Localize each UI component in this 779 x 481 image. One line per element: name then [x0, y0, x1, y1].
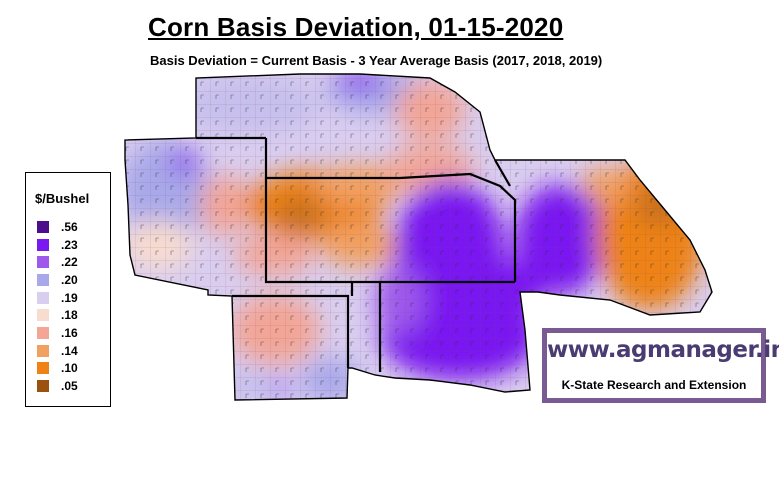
map-title: Corn Basis Deviation, 01-15-2020 [148, 12, 564, 42]
legend-label: .10 [61, 361, 78, 376]
legend-item: .10 [37, 360, 78, 378]
legend-swatch [37, 220, 49, 233]
legend-list: .56 .23 .22 .20 .19 .18 .16 .14 .10 .05 [37, 218, 78, 395]
agmanager-watermark: www.agmanager.info K-State Research and … [542, 328, 779, 403]
legend-item: .56 [37, 218, 78, 236]
legend-item: .20 [37, 271, 78, 289]
watermark-org: K-State Research and Extension [561, 378, 747, 392]
legend-swatch [37, 238, 49, 251]
legend-swatch [37, 362, 49, 375]
legend-item: .18 [37, 306, 78, 324]
map-subtitle: Basis Deviation = Current Basis - 3 Year… [150, 53, 603, 68]
legend-title: $/Bushel [35, 191, 90, 206]
legend: $/Bushel .56 .23 .22 .20 .19 .18 .16 .14 .10 .05 [25, 172, 111, 407]
legend-label: .16 [61, 325, 78, 340]
legend-item: .14 [37, 342, 78, 360]
legend-swatch [37, 291, 49, 304]
legend-label: .18 [61, 308, 78, 323]
watermark-url: www.agmanager.info [547, 337, 779, 363]
legend-swatch [37, 309, 49, 322]
legend-label: .22 [61, 255, 78, 270]
watermark-panel: www.agmanager.info K-State Research and … [547, 333, 779, 398]
legend-label: .23 [61, 237, 78, 252]
legend-label: .20 [61, 272, 78, 287]
legend-label: .05 [61, 379, 78, 394]
legend-swatch [37, 380, 49, 393]
legend-item: .22 [37, 253, 78, 271]
legend-item: .16 [37, 324, 78, 342]
legend-label: .19 [61, 290, 78, 305]
legend-swatch [37, 344, 49, 357]
legend-item: .23 [37, 236, 78, 254]
legend-swatch [37, 273, 49, 286]
legend-swatch [37, 326, 49, 339]
legend-item: .05 [37, 377, 78, 395]
legend-swatch [37, 256, 49, 269]
legend-label: .56 [61, 219, 78, 234]
legend-item: .19 [37, 289, 78, 307]
legend-label: .14 [61, 343, 78, 358]
